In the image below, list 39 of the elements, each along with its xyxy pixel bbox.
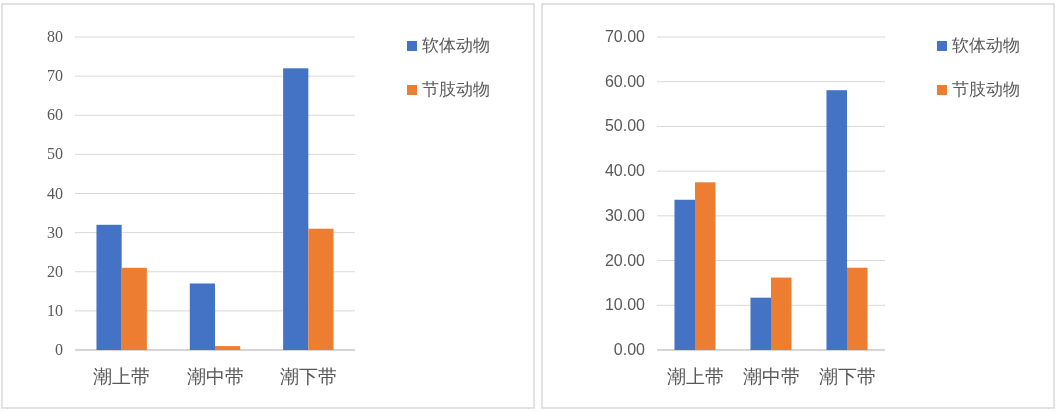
- x-tick-label: 潮上带: [93, 366, 151, 387]
- y-tick-label: 10.00: [604, 296, 646, 314]
- bar: [847, 267, 868, 350]
- bar: [189, 283, 215, 350]
- legend-label: 节肢动物: [952, 80, 1020, 99]
- bar: [308, 228, 334, 350]
- bar: [771, 277, 792, 350]
- y-tick-label: 70.00: [604, 28, 646, 45]
- y-tick-label: 10: [47, 301, 63, 319]
- y-tick-label: 20: [47, 262, 63, 280]
- y-tick-label: 50.00: [604, 117, 646, 135]
- x-tick-label: 潮中带: [742, 366, 800, 387]
- bar: [96, 224, 122, 350]
- y-tick-label: 40.00: [604, 162, 646, 180]
- x-tick-label: 潮上带: [666, 366, 724, 387]
- y-tick-label: 60: [47, 106, 63, 124]
- bar: [674, 199, 695, 350]
- y-tick-label: 70: [47, 67, 63, 85]
- bar: [826, 90, 847, 350]
- y-tick-label: 60.00: [604, 72, 646, 90]
- y-tick-label: 50: [47, 145, 63, 163]
- y-tick-label: 80: [47, 28, 63, 45]
- y-tick-label: 30: [47, 223, 63, 241]
- bar: [215, 346, 241, 350]
- legend-label: 软体动物: [952, 36, 1020, 55]
- y-tick-label: 0.00: [613, 341, 646, 358]
- bar: [750, 297, 771, 350]
- y-tick-label: 0: [55, 341, 63, 358]
- x-tick-label: 潮下带: [818, 366, 876, 387]
- legend-label: 软体动物: [422, 36, 490, 55]
- bar: [695, 182, 716, 350]
- bar: [121, 267, 147, 350]
- x-tick-label: 潮下带: [279, 366, 337, 387]
- y-tick-label: 40: [47, 184, 63, 202]
- y-tick-label: 30.00: [604, 206, 646, 224]
- y-tick-label: 20.00: [604, 251, 646, 269]
- x-tick-label: 潮中带: [186, 366, 244, 387]
- bar: [283, 68, 309, 350]
- legend-label: 节肢动物: [422, 80, 490, 99]
